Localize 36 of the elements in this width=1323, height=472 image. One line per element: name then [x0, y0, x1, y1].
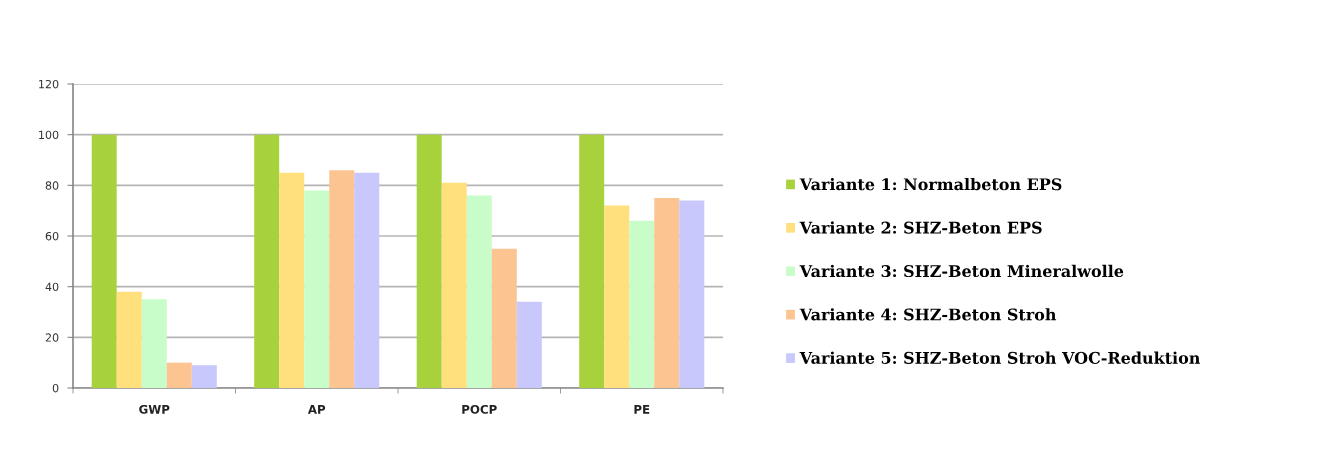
legend-label: Variante 2: SHZ-Beton EPS	[799, 221, 1042, 234]
bar	[279, 172, 305, 388]
bar	[629, 220, 655, 388]
bar	[254, 134, 280, 388]
bar	[679, 200, 705, 388]
y-tick-label: 0	[52, 383, 59, 393]
bar	[604, 205, 630, 388]
bar	[516, 301, 542, 388]
bar	[166, 362, 192, 388]
bar	[654, 198, 680, 388]
bar	[466, 195, 492, 388]
legend-label: Variante 4: SHZ-Beton Stroh	[799, 308, 1057, 321]
bar	[416, 134, 442, 388]
y-tick-label: 120	[39, 79, 59, 89]
y-tick-label: 60	[45, 231, 59, 241]
bar	[91, 134, 117, 388]
legend-label: Variante 5: SHZ-Beton Stroh VOC-Reduktion	[799, 351, 1201, 364]
x-tick-label: AP	[307, 405, 326, 414]
bar	[354, 172, 380, 388]
bar	[491, 248, 517, 388]
y-tick-label: 40	[45, 282, 59, 292]
bar	[329, 170, 355, 388]
legend-label: Variante 3: SHZ-Beton Mineralwolle	[799, 264, 1124, 278]
bar	[304, 190, 330, 388]
y-tick-label: 80	[45, 181, 59, 190]
y-tick-label: 20	[45, 333, 59, 342]
bar	[441, 182, 467, 388]
bar	[116, 291, 142, 388]
legend-label: Variante 1: Normalbeton EPS	[799, 177, 1062, 191]
y-tick-label: 100	[39, 130, 59, 140]
bar	[191, 365, 217, 388]
x-tick-label: PE	[634, 405, 650, 414]
x-tick-label: GWP	[139, 404, 170, 414]
x-tick-label: POCP	[462, 404, 497, 414]
bar	[141, 299, 167, 388]
bar	[579, 134, 605, 388]
